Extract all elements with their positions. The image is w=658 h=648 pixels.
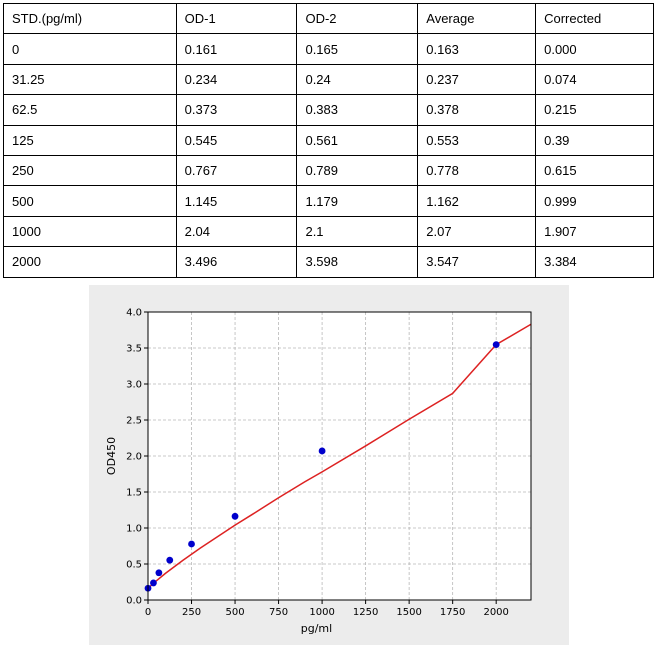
table-row: 0 0.161 0.165 0.163 0.000	[3, 33, 654, 65]
table-cell: 62.5	[3, 94, 177, 126]
fitted-curve-layer	[147, 323, 532, 590]
table-cell: 31.25	[3, 63, 177, 96]
data-point	[166, 556, 174, 564]
x-tick-label: 1750	[440, 607, 465, 618]
x-tick-label: 2000	[483, 607, 508, 618]
y-tick-label: 3.5	[126, 344, 142, 355]
table-row: 125 0.545 0.561 0.553 0.39	[3, 124, 654, 156]
table-cell: 2000	[3, 246, 177, 278]
table-cell: 0.215	[535, 94, 654, 126]
table-cell: 0.767	[175, 154, 298, 187]
table-cell: 3.598	[296, 246, 419, 278]
table-cell: 0.553	[417, 124, 537, 156]
y-tick-label: 3.0	[126, 380, 142, 391]
table-cell: 3.384	[535, 246, 654, 278]
table-cell: 1.162	[417, 185, 537, 217]
table-row: 2000 3.496 3.598 3.547 3.384	[3, 246, 654, 278]
standard-curve-table: STD.(pg/ml) OD-1 OD-2 Average Corrected …	[3, 2, 654, 278]
data-points-layer	[144, 341, 500, 592]
table-row: 31.25 0.234 0.24 0.237 0.074	[3, 63, 654, 96]
data-point	[231, 512, 239, 520]
data-point	[150, 579, 157, 587]
table-cell: 125	[3, 124, 177, 156]
table-cell: 250	[3, 154, 177, 187]
y-tick-label: 0.0	[126, 596, 142, 607]
table-cell: 1000	[3, 215, 177, 248]
y-tick-label: 2.5	[126, 416, 142, 427]
table-cell: 0.237	[417, 63, 537, 96]
table-row: 250 0.767 0.789 0.778 0.615	[3, 154, 654, 187]
table-cell: 0.000	[535, 33, 654, 65]
standard-curve-chart: 0 250 500 750 1000 1250 1500 1750 2000 0.0 0.5 1.0 1…	[89, 285, 569, 645]
x-tick-label: 750	[269, 607, 288, 618]
table-cell: 0.778	[417, 154, 537, 187]
chart-canvas: 0 250 500 750 1000 1250 1500 1750 2000 0.0 0.5 1.0 1…	[105, 308, 532, 635]
table-cell: 0.24	[296, 63, 419, 96]
table-cell: 2.04	[175, 215, 298, 248]
table-cell: 0.165	[296, 33, 419, 65]
table-cell: 2.1	[296, 215, 419, 248]
table-cell: 0.161	[175, 33, 298, 65]
y-tick-label: 0.5	[126, 560, 142, 571]
table-row: 1000 2.04 2.1 2.07 1.907	[3, 215, 654, 248]
data-point	[188, 540, 195, 548]
x-tick-label: 250	[182, 607, 201, 618]
table-row: 62.5 0.373 0.383 0.378 0.215	[3, 94, 654, 126]
column-header-std: STD.(pg/ml)	[3, 2, 177, 35]
table-cell: 0.074	[535, 63, 654, 96]
column-header-average: Average	[417, 2, 537, 35]
table-cell: 2.07	[417, 215, 537, 248]
table-row: 500 1.145 1.179 1.162 0.999	[3, 185, 654, 217]
table-cell: 0.615	[535, 154, 654, 187]
y-tick-label: 1.5	[126, 488, 142, 499]
table-cell: 0.378	[417, 94, 537, 126]
table-cell: 3.547	[417, 246, 537, 278]
table-cell: 1.145	[175, 185, 298, 217]
x-tick-label: 500	[225, 607, 244, 618]
table-cell: 0.39	[535, 124, 654, 156]
y-tick-label: 4.0	[126, 308, 142, 319]
x-axis-label: pg/ml	[301, 622, 332, 635]
data-point	[492, 341, 500, 349]
column-header-od1: OD-1	[175, 2, 298, 35]
table-cell: 0.163	[417, 33, 537, 65]
table-cell: 0.234	[175, 63, 298, 96]
x-tick-label: 1500	[396, 607, 421, 618]
data-point	[155, 569, 163, 577]
x-tick-label: 1250	[353, 607, 378, 618]
table-cell: 1.179	[296, 185, 419, 217]
table-header-row: STD.(pg/ml) OD-1 OD-2 Average Corrected	[3, 2, 654, 35]
table-cell: 0.789	[296, 154, 419, 187]
y-tick-label: 1.0	[126, 524, 142, 535]
plot-frame	[147, 311, 532, 601]
y-axis-label: OD450	[105, 437, 118, 475]
table-cell: 3.496	[175, 246, 298, 278]
fitted-curve-line	[147, 323, 532, 590]
column-header-od2: OD-2	[296, 2, 419, 35]
table-cell: 500	[3, 185, 177, 217]
table-cell: 0.373	[175, 94, 298, 126]
table-cell: 0	[3, 33, 177, 65]
x-tick-label: 1000	[309, 607, 334, 618]
y-tick-label: 2.0	[126, 452, 142, 463]
column-header-corrected: Corrected	[535, 2, 654, 35]
x-tick-label: 0	[145, 607, 151, 618]
table-cell: 0.561	[296, 124, 419, 156]
axes: 0 250 500 750 1000 1250 1500 1750 2000 0.0 0.5 1.0 1…	[126, 308, 532, 618]
table-cell: 0.383	[296, 94, 419, 126]
data-point	[318, 447, 326, 455]
table-cell: 1.907	[535, 215, 654, 248]
table-cell: 0.999	[535, 185, 654, 217]
table-cell: 0.545	[175, 124, 298, 156]
